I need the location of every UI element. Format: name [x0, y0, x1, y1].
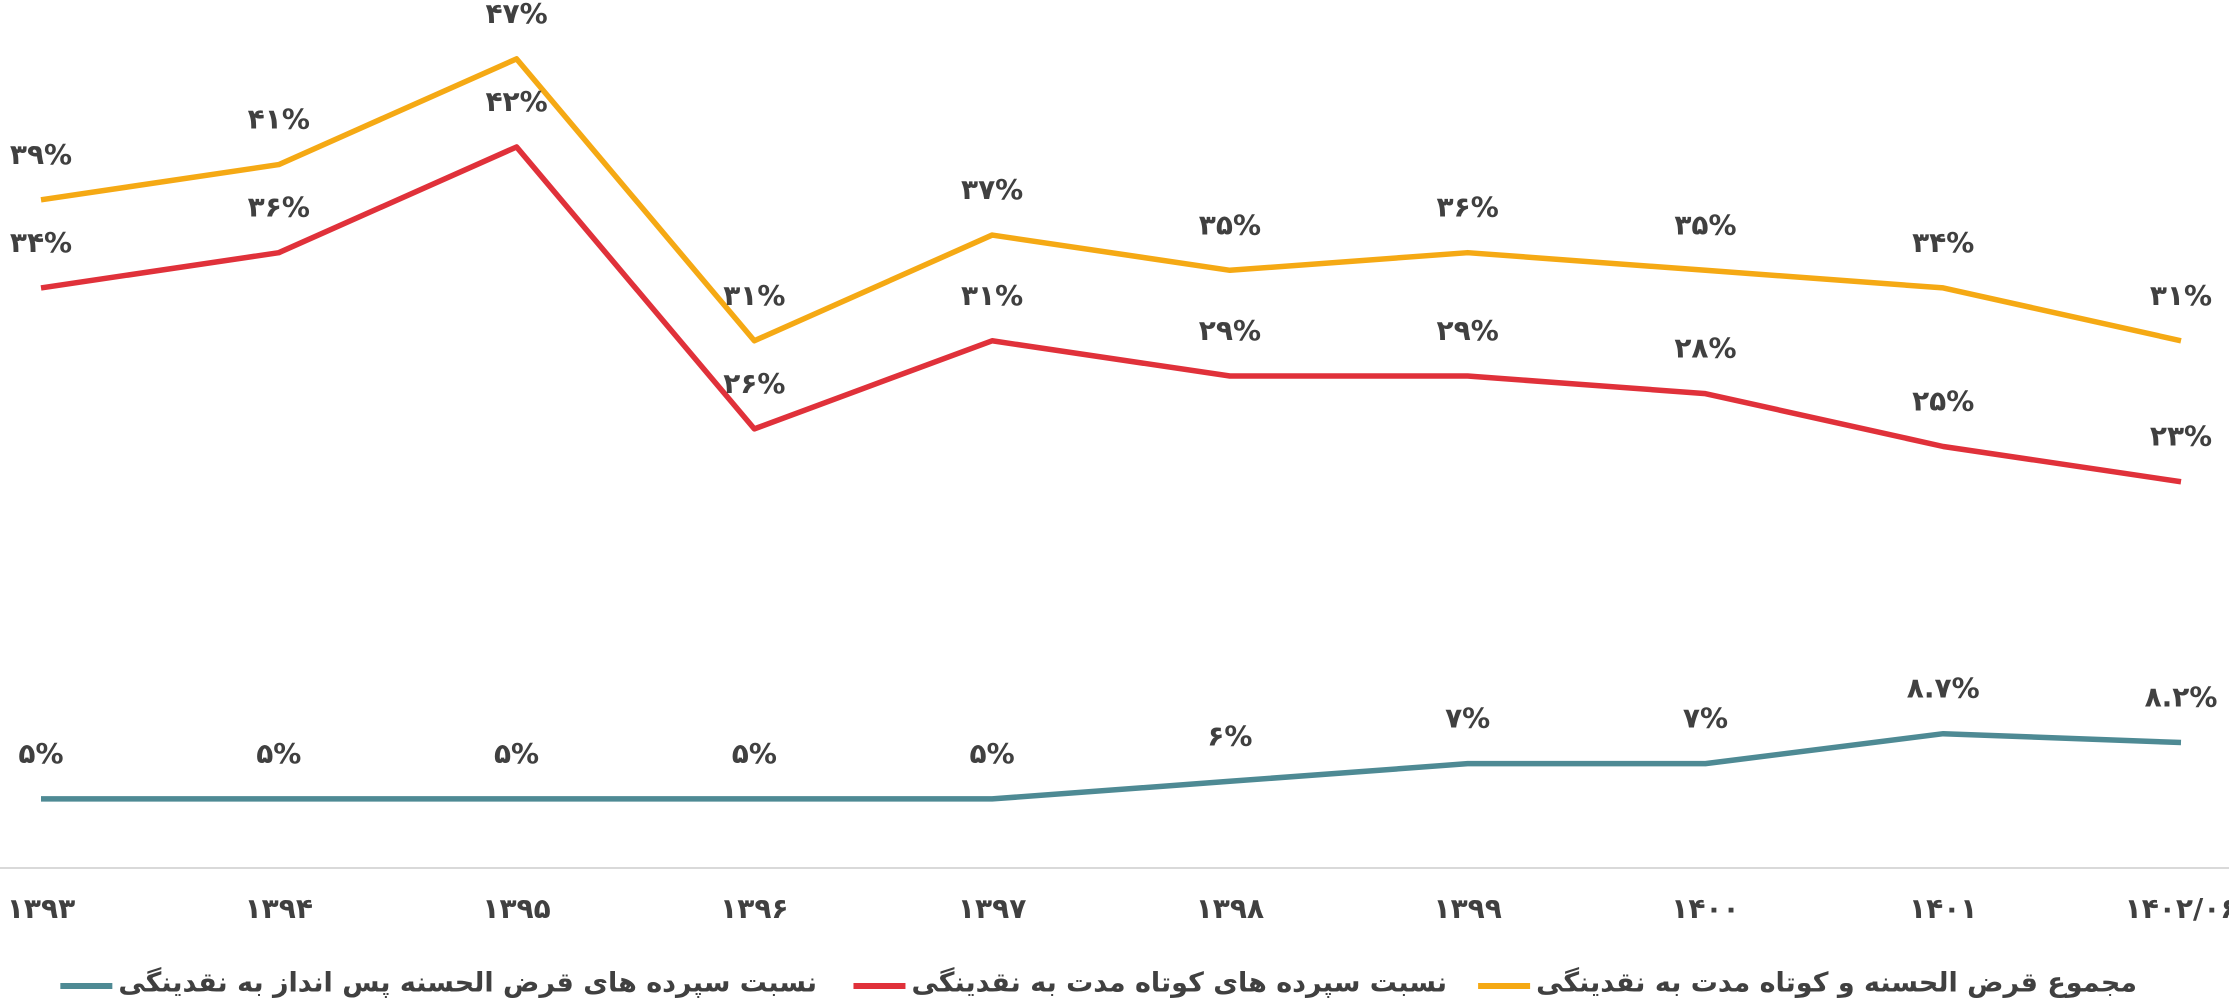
x-tick-label: ۱۳۹۵: [482, 892, 550, 925]
x-tick-label: ۱۳۹۴: [245, 892, 313, 925]
data-label: ۴۷%: [485, 0, 547, 30]
data-label: ۷%: [1683, 702, 1728, 735]
data-label: ۴۲%: [485, 85, 547, 118]
data-label: ۳۹%: [10, 138, 72, 171]
legend-label: مجموع قرض الحسنه و کوتاه مدت به نقدینگی: [1536, 967, 2137, 999]
series-line: [40, 56, 2182, 344]
data-label: ۳۶%: [248, 191, 310, 224]
x-tick-label: ۱۳۹۶: [720, 892, 788, 925]
data-label: ۳۵%: [1674, 208, 1736, 241]
data-label: ۳۱%: [961, 279, 1023, 312]
data-label: ۷%: [1445, 702, 1490, 735]
data-label: ۲۵%: [1912, 385, 1974, 418]
data-label: ۳۴%: [1912, 226, 1974, 259]
x-tick-label: ۱۳۹۷: [958, 892, 1026, 925]
legend-label: نسبت سپرده های کوتاه مدت به نقدینگی: [911, 967, 1447, 999]
x-tick-label: ۱۳۹۸: [1196, 892, 1264, 925]
x-tick-label: ۱۴۰۱: [1909, 892, 1977, 925]
x-tick-label: ۱۴۰۰: [1671, 892, 1739, 925]
data-label: ۸.۲%: [2145, 681, 2218, 714]
legend-label: نسبت سپرده های قرض الحسنه پس انداز به نق…: [118, 967, 817, 999]
data-label: ۳۶%: [1437, 191, 1499, 224]
data-label: ۲۹%: [1199, 314, 1261, 347]
data-label: ۶%: [1207, 719, 1252, 752]
data-label: ۳۱%: [2150, 279, 2212, 312]
series-line: [41, 730, 2182, 802]
x-tick-label: ۱۴۰۲/۰۶: [2125, 892, 2229, 925]
data-label: ۵%: [970, 737, 1015, 770]
data-label: ۵%: [18, 737, 63, 770]
data-label: ۳۷%: [961, 173, 1023, 206]
x-tick-label: ۱۳۹۳: [7, 892, 75, 925]
data-label: ۵%: [732, 737, 777, 770]
data-label: ۴۱%: [248, 103, 310, 136]
data-label: ۲۹%: [1437, 314, 1499, 347]
data-label: ۲۸%: [1674, 332, 1736, 365]
data-label: ۵%: [494, 737, 539, 770]
data-label: ۳۱%: [723, 279, 785, 312]
data-label: ۸.۷%: [1907, 672, 1980, 705]
series-line: [40, 144, 2182, 485]
data-label: ۳۵%: [1199, 208, 1261, 241]
data-label: ۳۴%: [10, 226, 72, 259]
data-label: ۲۳%: [2150, 420, 2212, 453]
data-label: ۵%: [256, 737, 301, 770]
data-label: ۲۶%: [723, 367, 785, 400]
x-tick-label: ۱۳۹۹: [1433, 892, 1501, 925]
